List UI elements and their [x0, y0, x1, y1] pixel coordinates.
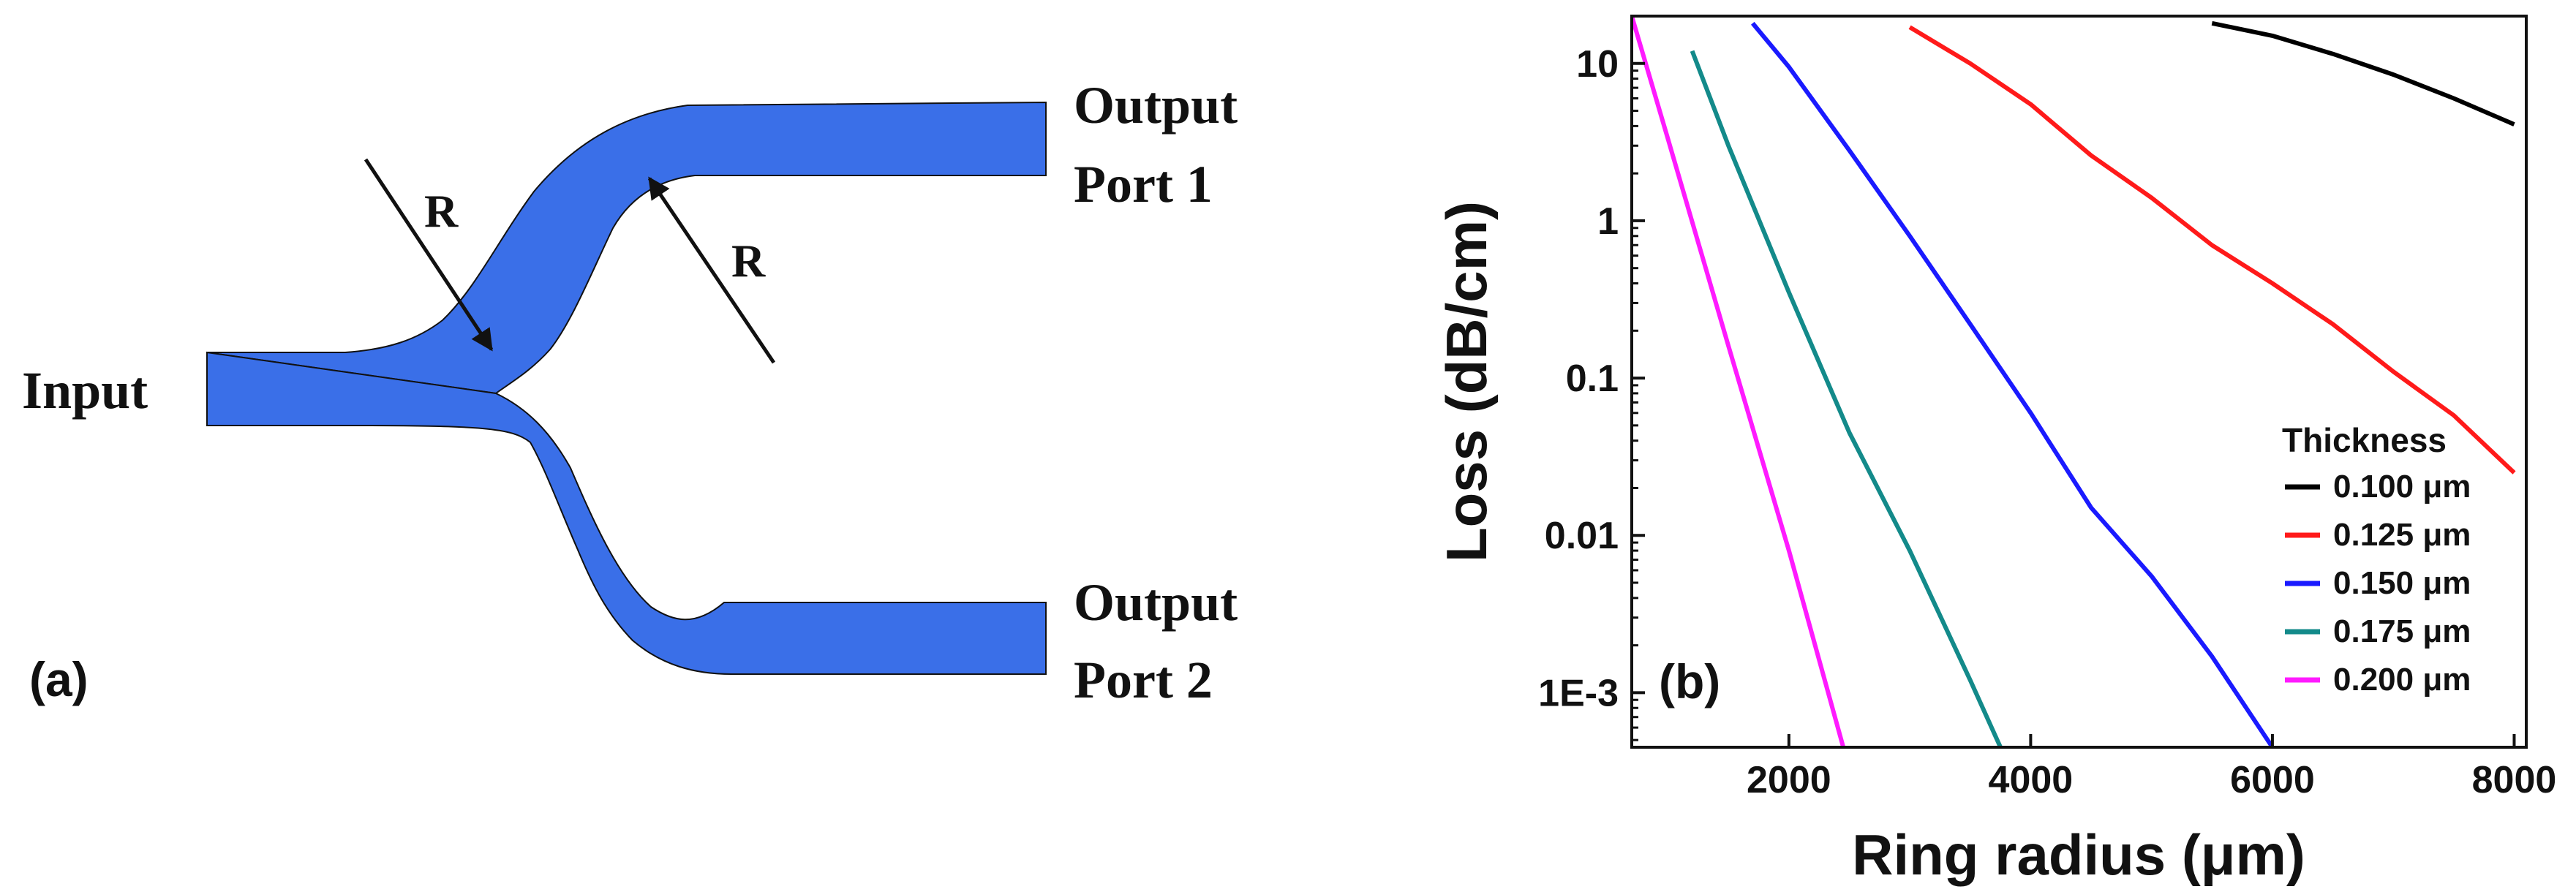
series-line-5 — [1632, 16, 1846, 747]
legend-entry-label: 0.100 μm — [2333, 469, 2471, 504]
x-tick-label: 8000 — [2472, 759, 2557, 801]
panel-a: R R Input Output Port 1 Output Port 2 (a… — [22, 76, 1238, 709]
legend-entry-label: 0.125 μm — [2333, 517, 2471, 553]
legend-title: Thickness — [2282, 421, 2447, 459]
output-port-1-label-line2: Port 1 — [1074, 155, 1213, 213]
output-port-2-label-line1: Output — [1074, 573, 1238, 632]
legend-entry-label: 0.150 μm — [2333, 565, 2471, 601]
waveguide-lower-branch — [206, 351, 1047, 675]
y-tick-label: 1 — [1597, 200, 1619, 243]
x-tick-label: 2000 — [1747, 759, 1831, 801]
y-tick-label: 10 — [1576, 43, 1619, 86]
x-tick-label: 6000 — [2230, 759, 2315, 801]
series-line-3 — [1750, 21, 2275, 747]
loss-chart: 2000 4000 6000 8000 1E-3 0.01 0.1 1 10 Ring rad… — [1434, 15, 2556, 887]
y-axis-label: Loss (dB/cm) — [1434, 201, 1499, 562]
chart-curves — [1632, 16, 2516, 747]
series-line-1 — [2211, 20, 2515, 126]
waveguide-upper-branch — [206, 101, 1047, 395]
radius-label-right: R — [731, 235, 766, 287]
y-tick-label: 0.01 — [1545, 515, 1619, 557]
legend-entry-label: 0.175 μm — [2333, 613, 2471, 649]
output-port-1-label-line1: Output — [1074, 76, 1238, 135]
panel-a-label: (a) — [29, 652, 88, 706]
x-tick-label: 4000 — [1989, 759, 2074, 801]
legend-entry-label: 0.200 μm — [2333, 662, 2471, 698]
panel-b-label: (b) — [1659, 654, 1720, 708]
radius-label-left: R — [424, 185, 459, 237]
series-line-2 — [1908, 25, 2516, 475]
series-line-4 — [1690, 50, 2003, 747]
radius-arrow-right — [647, 176, 776, 364]
output-port-2-label-line2: Port 2 — [1074, 651, 1213, 709]
chart-legend: Thickness 0.100 μm 0.125 μm 0.150 μm 0.175 … — [2282, 421, 2471, 698]
plot-frame — [1630, 15, 2528, 749]
y-tick-label: 0.1 — [1566, 358, 1619, 400]
input-label: Input — [22, 361, 148, 420]
y-tick-label: 1E-3 — [1538, 672, 1619, 714]
x-axis-ticks: 2000 4000 6000 8000 — [1747, 734, 2556, 801]
y-axis-ticks: 1E-3 0.01 0.1 1 10 — [1538, 15, 1645, 741]
x-axis-label: Ring radius (μm) — [1852, 823, 2305, 887]
radius-arrow-left — [364, 158, 494, 352]
